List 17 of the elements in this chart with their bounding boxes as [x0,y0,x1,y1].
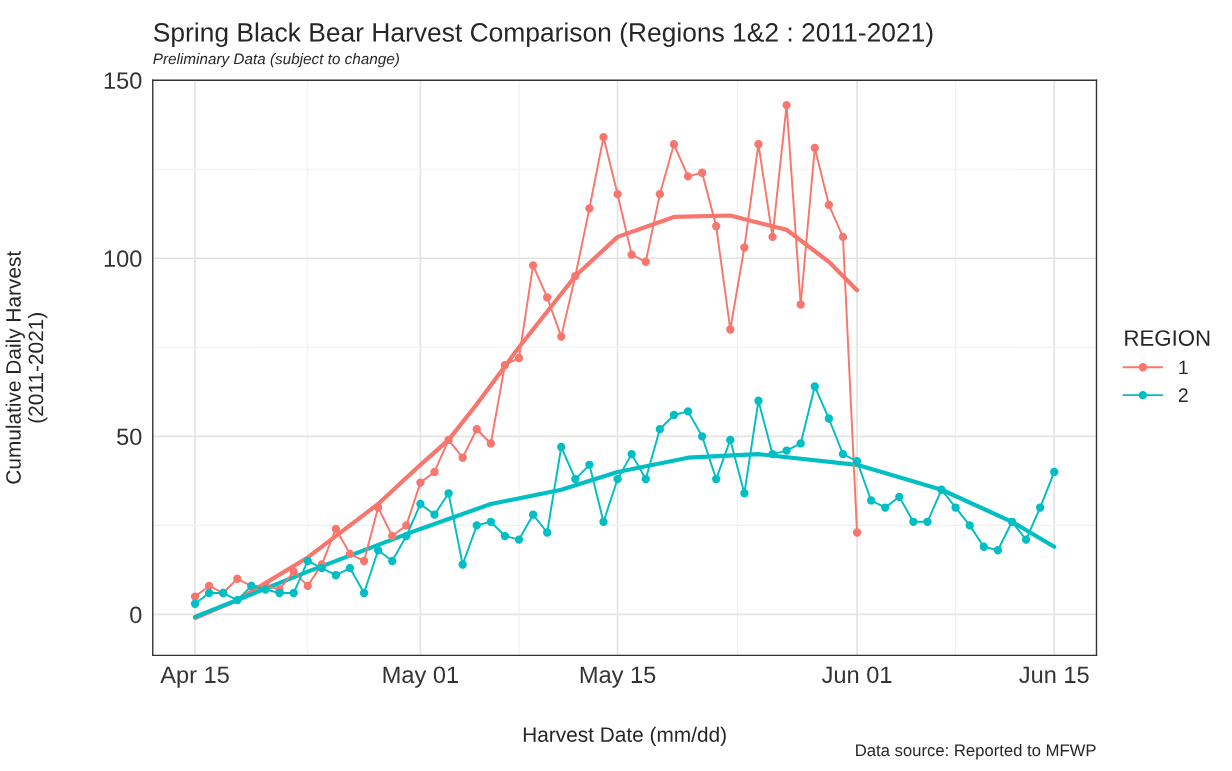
x-tick-label: May 01 [383,666,458,688]
y-tick-label: 50 [117,428,142,446]
x-tick-label: May 15 [580,666,656,688]
y-tick-label: 100 [104,250,142,268]
x-tick-label: Apr 15 [160,666,229,688]
legend-title: REGION [1125,330,1210,346]
y-tick-label: 0 [130,606,142,624]
y-tick-label: 150 [104,72,142,89]
legend-label: 1 [1179,360,1188,375]
legend-label: 2 [1178,388,1188,402]
x-tick-label: Jun 01 [821,666,892,684]
x-tick-label: Jun 15 [1019,666,1089,684]
chart-title: Spring Black Bear Harvest Comparison (Regions 1&2 : 2011-2021) [153,22,933,47]
chart-subtitle: Preliminary Data (subject to change) [153,53,399,68]
x-axis-title: Harvest Date (mm/dd) [523,726,726,747]
y-axis-title: Cumulative Daily Harvest (2011-2021) [5,250,48,484]
source-note: Data source: Reported to MFWP [856,743,1096,760]
